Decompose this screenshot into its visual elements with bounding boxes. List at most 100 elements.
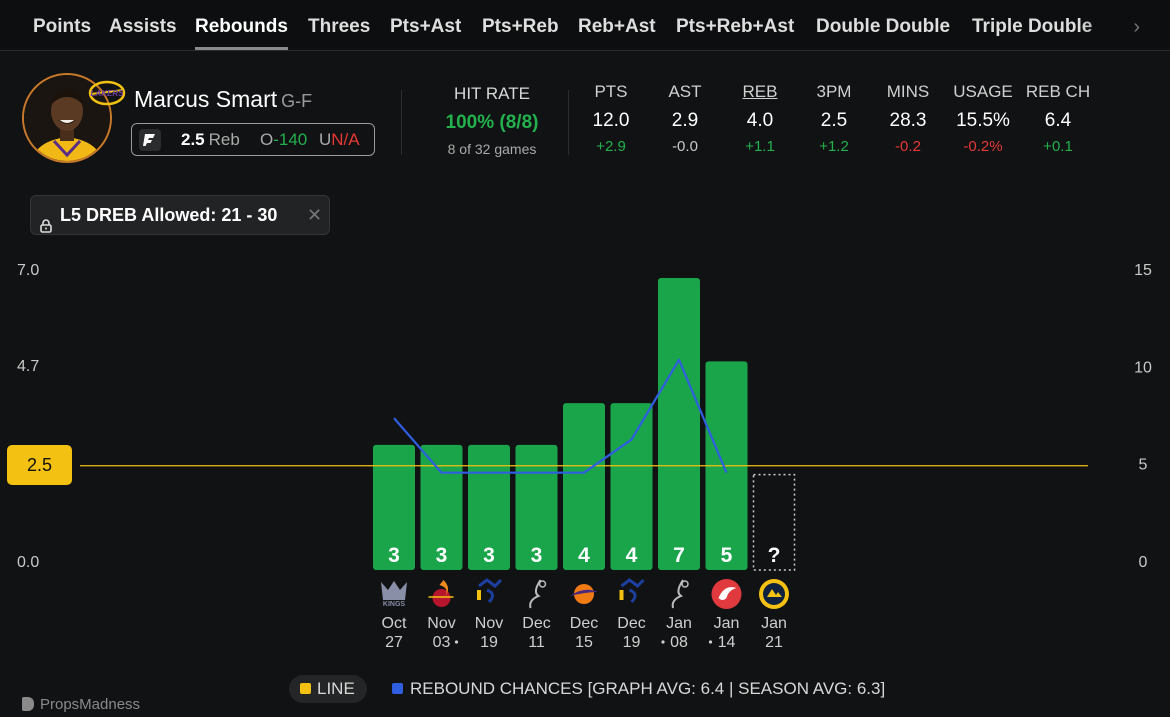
rebound-chances-line: [393, 358, 728, 474]
chevron-right-icon[interactable]: ›: [1133, 16, 1140, 38]
lock-glyph: [40, 219, 52, 233]
stat-value: 4.0: [746, 110, 774, 131]
left-axis-tick: 7.0: [17, 262, 39, 279]
right-axis-tick: 15: [1134, 262, 1152, 279]
tab-pts-ast[interactable]: Pts+Ast: [390, 16, 462, 37]
close-icon[interactable]: ✕: [307, 205, 323, 225]
stat-tabs: Points Assists Rebounds Threes Pts+Ast P…: [0, 0, 1170, 51]
spurs-rowel-icon: [538, 580, 547, 588]
team-logo-uta-icon: [619, 578, 645, 604]
player-name-text: Marcus Smart: [134, 86, 278, 112]
player-avatar: [22, 73, 112, 163]
kings-crown-icon: [381, 581, 407, 600]
stat-label: 3PM: [816, 82, 852, 101]
legend-line[interactable]: LINE: [289, 675, 367, 703]
jazz-j-icon: [477, 590, 481, 600]
tab-points[interactable]: Points: [33, 16, 92, 37]
stat-ast[interactable]: AST 2.9 -0.0: [668, 82, 701, 155]
bar: [658, 278, 700, 570]
legend-chances-swatch: [392, 683, 403, 694]
stat-value: 2.9: [671, 110, 699, 131]
under-odds-value: N/A: [331, 130, 360, 149]
hit-rate-label: HIT RATE: [454, 84, 530, 103]
stat-diff: -0.2%: [963, 138, 1003, 155]
jazz-mountain-icon: [620, 578, 645, 588]
player-name: Marcus Smart G-F: [134, 86, 312, 113]
x-axis-month-label: Dec: [617, 615, 645, 632]
prop-line-box[interactable]: 2.5 Reb O-140 UN/A: [131, 123, 375, 156]
under-odds: UN/A: [319, 124, 360, 155]
nuggets-mountain-icon: [767, 589, 782, 597]
bar: [515, 444, 558, 570]
stat-label: USAGE: [953, 82, 1013, 101]
stat-value: 28.3: [889, 110, 927, 131]
stat-3pm[interactable]: 3PM 2.5 +1.2: [817, 82, 852, 155]
stat-value: 15.5%: [956, 110, 1010, 131]
left-axis-tick: 0.0: [17, 554, 39, 571]
over-odds: O-140: [260, 124, 307, 155]
tab-pts-reb[interactable]: Pts+Reb: [482, 16, 559, 37]
filter-chip[interactable]: L5 DREB Allowed: 21 - 30 ✕: [30, 195, 330, 235]
tab-pts-reb-ast[interactable]: Pts+Reb+Ast: [676, 16, 795, 37]
tab-rebounds[interactable]: Rebounds: [195, 0, 288, 50]
heat-flame-icon: [439, 580, 449, 596]
stat-mins[interactable]: MINS 28.3 -0.2: [887, 82, 930, 155]
team-logo-mia-icon: [428, 580, 454, 607]
x-axis-month-label: Dec: [522, 615, 550, 632]
spurs-rowel-icon: [681, 580, 689, 588]
bar: [563, 403, 605, 570]
tab-triple-double[interactable]: Triple Double: [972, 16, 1093, 37]
x-axis-dot: [708, 640, 713, 644]
x-axis-day-label: 21: [765, 634, 783, 651]
header-divider: [568, 90, 569, 155]
prop-stat: Reb: [208, 130, 240, 149]
suns-ball-icon: [574, 584, 594, 604]
legend-line-swatch: [300, 683, 311, 694]
tab-assists[interactable]: Assists: [109, 16, 177, 37]
team-logo-sas-icon: [671, 579, 689, 609]
stat-diff: +1.2: [819, 138, 849, 155]
bar-value-label: 3: [531, 544, 543, 567]
x-axis-dot: [454, 640, 459, 644]
x-axis-month-label: Jan: [666, 615, 692, 632]
kings-logo-text: KINGS: [383, 601, 406, 608]
bar: [373, 444, 415, 570]
stat-diff: +2.9: [596, 138, 626, 155]
bar-value-label: 3: [388, 544, 400, 567]
propsmadness-logo-icon: [22, 697, 34, 711]
tab-double-double[interactable]: Double Double: [816, 16, 951, 37]
x-axis-month-label: Nov: [475, 615, 503, 632]
over-prefix: O: [260, 130, 274, 149]
bar-pending: [752, 473, 796, 571]
legend-rebound-chances[interactable]: REBOUND CHANCES [GRAPH AVG: 6.4 | SEASON…: [392, 675, 885, 703]
stat-reb-ch[interactable]: REB CH 6.4 +0.1: [1026, 82, 1090, 155]
line-value-badge: 2.5: [7, 445, 72, 485]
spurs-spur-icon: [671, 579, 684, 609]
stat-reb[interactable]: REB 4.0 +1.1: [743, 82, 778, 155]
filter-chip-label: L5 DREB Allowed: 21 - 30: [60, 205, 278, 225]
right-axis-tick: 5: [1139, 457, 1148, 474]
x-axis-month-label: Jan: [761, 615, 787, 632]
stat-label: PTS: [594, 82, 628, 101]
tab-reb-ast[interactable]: Reb+Ast: [578, 16, 656, 37]
x-axis-month-label: Oct: [382, 615, 407, 632]
bar-value-label: ?: [768, 544, 781, 567]
tab-threes[interactable]: Threes: [308, 16, 371, 37]
x-axis-month-label: Jan: [714, 615, 740, 632]
x-axis-month-label: Nov: [427, 615, 455, 632]
header-divider: [401, 90, 402, 155]
stat-value: 2.5: [820, 110, 848, 131]
prop-line-value: 2.5 Reb: [181, 124, 240, 155]
bar: [420, 444, 463, 570]
stat-diff: -0.2: [895, 138, 921, 155]
jazz-mountain-icon: [478, 578, 503, 588]
x-axis-day-label: 11: [528, 634, 545, 651]
lakers-logo-icon: LAKERS: [88, 80, 126, 106]
stat-diff: -0.0: [672, 138, 698, 155]
bar-value-label: 5: [721, 544, 733, 567]
stat-pts[interactable]: PTS 12.0 +2.9: [593, 82, 630, 155]
stat-diff: +0.1: [1043, 138, 1073, 155]
bar: [468, 444, 510, 570]
stat-usage[interactable]: USAGE 15.5% -0.2%: [953, 82, 1013, 155]
